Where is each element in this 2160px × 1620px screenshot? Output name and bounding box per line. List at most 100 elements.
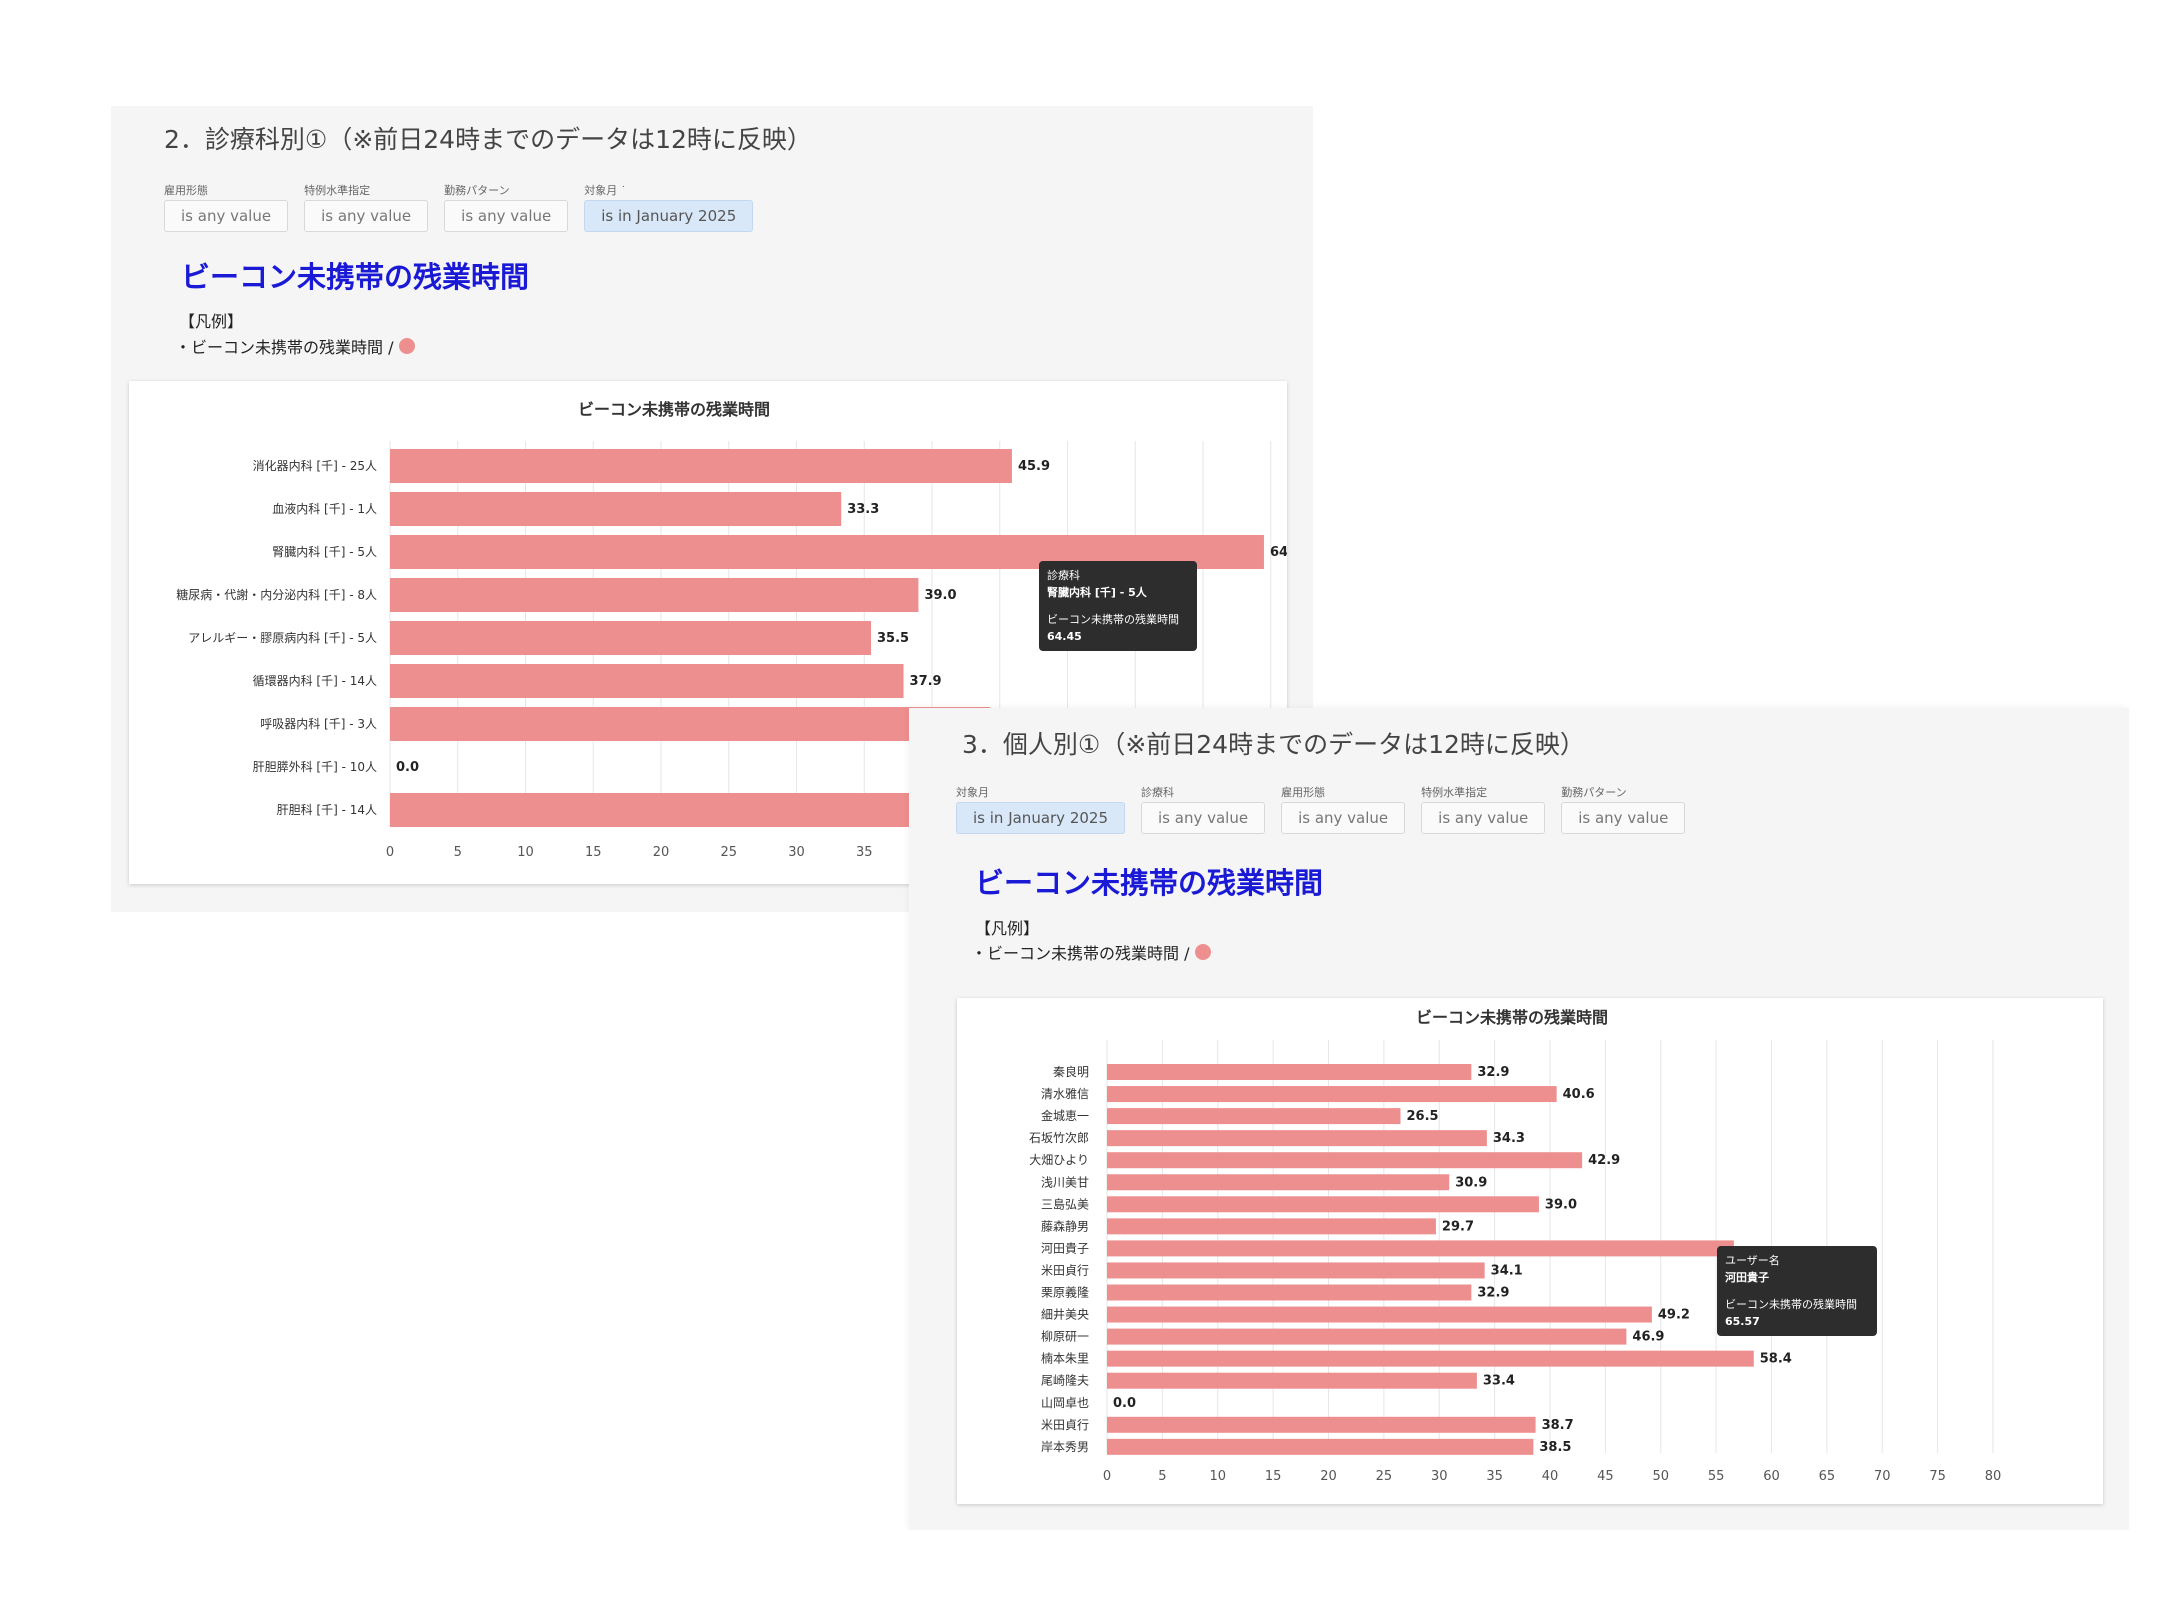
- category-label: 呼吸器内科 [千] - 3人: [260, 717, 377, 731]
- legend-color-dot: [399, 338, 416, 354]
- tooltip-value: 64.45: [1047, 630, 1082, 643]
- legend-label: ・ビーコン未携帯の残業時間 /: [175, 338, 394, 357]
- x-tick-label: 5: [454, 845, 462, 860]
- category-label: 米田貞行: [1041, 1263, 1089, 1277]
- category-label: 腎臓内科 [千] - 5人: [272, 545, 377, 559]
- category-label: 柳原研一: [1041, 1330, 1089, 1344]
- bar: [1107, 1086, 1557, 1103]
- tooltip-label: ビーコン未携帯の残業時間: [1047, 613, 1179, 626]
- filter-label: 雇用形態: [1281, 786, 1326, 799]
- bar: [390, 664, 904, 698]
- data-label: 39.0: [924, 588, 956, 603]
- filter-value-button[interactable]: is in January 2025: [956, 802, 1125, 834]
- x-tick-label: 30: [1431, 1469, 1448, 1484]
- filter-bar: 対象月 is in January 2025 診療科 is any value 雇用形態…: [956, 784, 1686, 834]
- filter-label: 勤務パターン: [1561, 786, 1627, 799]
- chart-title: ビーコン未携帯の残業時間: [1416, 1008, 1608, 1027]
- filter-label: 特例水準指定: [1421, 786, 1488, 799]
- chart-tooltip: ユーザー名 河田貴子 ビーコン未携帯の残業時間 65.57: [1717, 1246, 1877, 1336]
- filter-label: 対象月: [956, 786, 989, 799]
- x-tick-label: 0: [386, 845, 394, 860]
- legend-item: ・ビーコン未携帯の残業時間 /: [971, 940, 1212, 964]
- category-label: 藤森静男: [1041, 1218, 1089, 1233]
- data-label: 42.9: [1588, 1153, 1620, 1168]
- x-tick-label: 45: [1597, 1469, 1614, 1484]
- category-label: 浅川美甘: [1041, 1175, 1089, 1189]
- category-label: 細井美央: [1041, 1308, 1089, 1322]
- data-label: 34.1: [1491, 1263, 1523, 1278]
- bar: [1107, 1416, 1536, 1433]
- x-tick-label: 25: [720, 845, 737, 860]
- data-label: 29.7: [1442, 1219, 1474, 1234]
- bar: [1107, 1438, 1534, 1455]
- dashboard-panel-individual: 3．個人別①（※前日24時までのデータは12時に反映） 対象月 is in Jan…: [909, 708, 2129, 1530]
- category-label: アレルギー・膠原病内科 [千] - 5人: [188, 630, 377, 645]
- bar: [1107, 1284, 1472, 1301]
- filter-2: 勤務パターン is any value: [444, 182, 569, 232]
- data-label: 33.3: [847, 502, 879, 517]
- filter-0: 雇用形態 is any value: [164, 182, 289, 232]
- x-tick-label: 35: [856, 845, 873, 860]
- bar: [1107, 1262, 1485, 1279]
- data-label: 30.9: [1455, 1175, 1487, 1190]
- bar: [1107, 1174, 1450, 1191]
- x-tick-label: 0: [1103, 1469, 1111, 1484]
- x-tick-label: 20: [653, 845, 670, 860]
- data-label: 49.2: [1658, 1308, 1690, 1323]
- chart-heading: ビーコン未携帯の残業時間: [975, 866, 1324, 900]
- data-label: 35.5: [877, 631, 909, 646]
- tooltip-value: 65.57: [1725, 1315, 1760, 1328]
- category-label: 清水雅信: [1041, 1086, 1089, 1101]
- category-label: 血液内科 [千] - 1人: [272, 501, 377, 516]
- x-tick-label: 80: [1985, 1469, 2002, 1484]
- x-tick-label: 60: [1763, 1469, 1780, 1484]
- data-label: 37.9: [910, 674, 942, 689]
- tooltip-label: 診療科: [1047, 569, 1080, 582]
- bar: [1107, 1240, 1734, 1257]
- tooltip-value: 腎臓内科 [千] - 5人: [1047, 586, 1147, 599]
- chart-tooltip: 診療科 腎臓内科 [千] - 5人 ビーコン未携帯の残業時間 64.45: [1039, 561, 1197, 651]
- filter-1: 診療科 is any value: [1141, 784, 1266, 834]
- filter-value-button[interactable]: is any value: [1561, 802, 1686, 834]
- data-label: 32.9: [1477, 1065, 1509, 1080]
- data-label: 46.9: [1632, 1330, 1664, 1345]
- data-label: 33.4: [1483, 1374, 1515, 1389]
- legend-heading: 【凡例】: [975, 919, 1040, 938]
- data-label: 38.7: [1542, 1418, 1574, 1433]
- category-label: 石坂竹次郎: [1029, 1131, 1089, 1145]
- tooltip-value: 河田貴子: [1725, 1271, 1769, 1284]
- x-tick-label: 10: [1209, 1469, 1226, 1484]
- filter-value-button[interactable]: is any value: [164, 200, 289, 232]
- filter-label: 診療科: [1141, 786, 1174, 799]
- filter-value-button[interactable]: is any value: [1281, 802, 1406, 834]
- data-label: 39.0: [1545, 1197, 1577, 1212]
- bar: [390, 578, 919, 612]
- chart-title: ビーコン未携帯の残業時間: [578, 400, 770, 419]
- section-title: 2．診療科別①（※前日24時までのデータは12時に反映）: [164, 125, 812, 154]
- legend-color-dot: [1195, 944, 1212, 960]
- filter-3: 対象月 ˙ is in January 2025: [584, 182, 754, 232]
- category-label: 河田貴子: [1041, 1241, 1089, 1255]
- filter-bar: 雇用形態 is any value 特例水準指定 is any value 勤務パターン…: [164, 182, 754, 232]
- x-tick-label: 40: [1542, 1469, 1559, 1484]
- data-label: 34.3: [1493, 1131, 1525, 1146]
- legend-item: ・ビーコン未携帯の残業時間 /: [175, 334, 416, 358]
- category-label: 金城恵一: [1041, 1108, 1089, 1123]
- x-tick-label: 65: [1819, 1469, 1836, 1484]
- bar: [1107, 1306, 1652, 1323]
- bar: [390, 492, 842, 526]
- chart-heading: ビーコン未携帯の残業時間: [181, 260, 530, 294]
- category-label: 三島弘美: [1041, 1196, 1089, 1211]
- bar: [1107, 1130, 1487, 1147]
- legend-label: ・ビーコン未携帯の残業時間 /: [971, 944, 1190, 963]
- bar: [390, 621, 872, 655]
- filter-value-button[interactable]: is any value: [1421, 802, 1546, 834]
- category-label: 秦良明: [1053, 1064, 1089, 1079]
- data-label: 32.9: [1477, 1286, 1509, 1301]
- x-tick-label: 50: [1652, 1469, 1669, 1484]
- filter-value-button[interactable]: is any value: [304, 200, 429, 232]
- filter-value-button[interactable]: is any value: [444, 200, 569, 232]
- filter-value-button[interactable]: is in January 2025: [584, 200, 754, 232]
- filter-value-button[interactable]: is any value: [1141, 802, 1266, 834]
- filter-label: 勤務パターン: [444, 184, 510, 197]
